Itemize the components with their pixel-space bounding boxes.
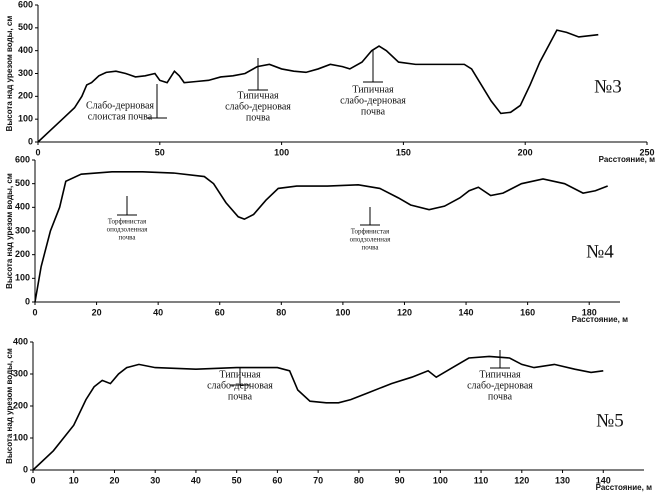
x-tick-label: 100 (433, 475, 448, 485)
y-tick-label: 100 (13, 432, 28, 442)
y-axis-label: Высота над урезом воды, см (5, 348, 14, 464)
annotation: почва (362, 244, 380, 252)
annotation: почва (488, 391, 513, 402)
annotation: Типичная (219, 369, 261, 380)
x-tick-label: 0 (30, 475, 35, 485)
y-tick-label: 100 (18, 114, 33, 124)
y-tick-label: 0 (25, 296, 30, 306)
panel-number: №5 (596, 410, 624, 431)
x-tick-label: 20 (92, 307, 102, 317)
annotation: оподзоленная (350, 236, 392, 244)
x-tick-label: 40 (191, 475, 201, 485)
y-tick-label: 200 (15, 249, 30, 259)
annotation: Торфянистая (351, 228, 390, 236)
x-tick-label: 160 (520, 307, 535, 317)
annotation: слоистая почва (88, 111, 153, 122)
y-tick-label: 200 (13, 400, 28, 410)
x-axis-label: Расстояние, м (596, 483, 652, 492)
x-tick-label: 50 (155, 147, 165, 157)
annotation: оподзоленная (107, 226, 149, 234)
annotation: Типичная (352, 84, 394, 95)
panel-number: №4 (586, 241, 614, 262)
x-tick-label: 10 (69, 475, 79, 485)
x-tick-label: 250 (639, 147, 654, 157)
x-tick-label: 60 (215, 307, 225, 317)
y-tick-label: 100 (15, 273, 30, 283)
x-tick-label: 120 (397, 307, 412, 317)
y-tick-label: 0 (28, 136, 33, 146)
x-tick-label: 140 (459, 307, 474, 317)
y-tick-label: 400 (13, 336, 28, 346)
annotation: почва (246, 112, 271, 123)
x-tick-label: 30 (150, 475, 160, 485)
x-tick-label: 80 (354, 475, 364, 485)
panel-number: №3 (594, 76, 622, 97)
y-tick-label: 400 (15, 202, 30, 212)
profile-line (34, 171, 608, 303)
annotation: слабо-дерновая (467, 380, 533, 391)
y-tick-label: 300 (15, 225, 30, 235)
y-tick-label: 600 (18, 0, 33, 9)
profile-line (37, 29, 599, 143)
y-tick-label: 200 (18, 91, 33, 101)
x-tick-label: 100 (274, 147, 289, 157)
x-tick-label: 20 (109, 475, 119, 485)
annotation: почва (119, 234, 137, 242)
x-axis-label: Расстояние, м (572, 315, 628, 324)
y-axis-label: Высота над урезом воды, см (5, 173, 14, 289)
y-tick-label: 400 (18, 45, 33, 55)
x-tick-label: 40 (153, 307, 163, 317)
x-tick-label: 100 (335, 307, 350, 317)
x-axis-label: Расстояние, м (599, 155, 655, 164)
x-tick-label: 70 (313, 475, 323, 485)
x-tick-label: 50 (232, 475, 242, 485)
x-tick-label: 0 (35, 147, 40, 157)
y-tick-label: 0 (23, 464, 28, 474)
x-tick-label: 150 (396, 147, 411, 157)
x-tick-label: 120 (514, 475, 529, 485)
annotation: почва (361, 106, 386, 117)
x-tick-label: 140 (596, 475, 611, 485)
annotation: Слабо-дерновая (86, 100, 154, 111)
annotation: почва (228, 391, 253, 402)
y-axis-label: Высота над урезом воды, см (5, 16, 14, 132)
annotation: слабо-дерновая (207, 380, 273, 391)
annotation: слабо-дерновая (340, 95, 406, 106)
x-tick-label: 180 (582, 307, 597, 317)
x-tick-label: 110 (474, 475, 489, 485)
annotation: слабо-дерновая (225, 101, 291, 112)
y-tick-label: 600 (15, 154, 30, 164)
y-tick-label: 300 (13, 368, 28, 378)
y-tick-label: 300 (18, 68, 33, 78)
x-tick-label: 0 (32, 307, 37, 317)
annotation: Типичная (237, 90, 279, 101)
x-tick-label: 80 (276, 307, 286, 317)
y-tick-label: 500 (18, 22, 33, 32)
profile-line (32, 355, 604, 471)
x-tick-label: 130 (555, 475, 570, 485)
y-tick-label: 500 (15, 178, 30, 188)
annotation: Типичная (479, 369, 521, 380)
x-tick-label: 200 (518, 147, 533, 157)
x-tick-label: 90 (395, 475, 405, 485)
annotation: Торфянистая (108, 218, 147, 226)
x-tick-label: 60 (272, 475, 282, 485)
